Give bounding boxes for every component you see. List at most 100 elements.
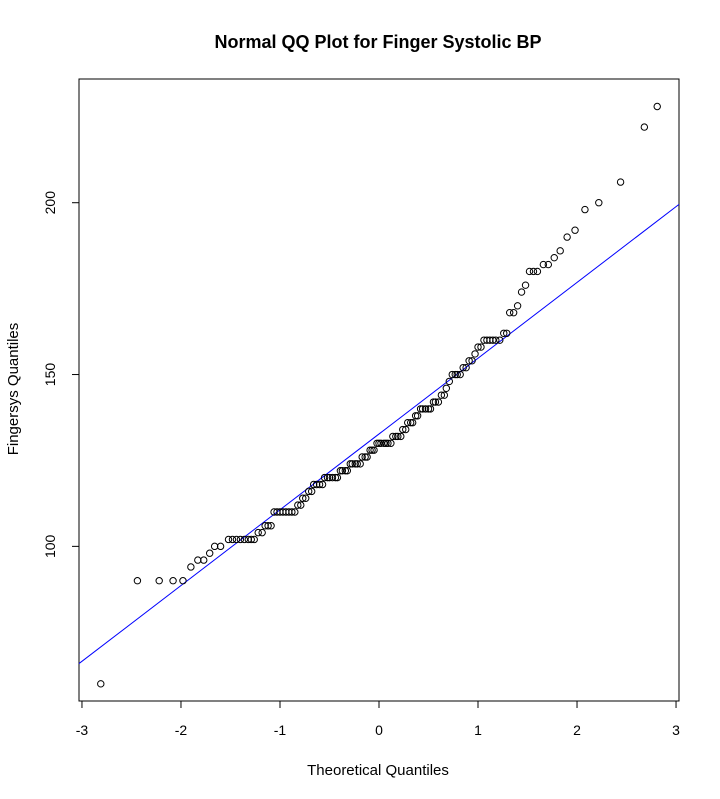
data-point (187, 563, 195, 571)
data-point (240, 535, 249, 544)
data-point (411, 412, 420, 420)
data-point (382, 439, 390, 447)
x-axis: -3 -2 -1 0 1 2 3 (76, 700, 680, 738)
data-point (267, 522, 275, 530)
reference-line-group (78, 203, 680, 664)
data-point (155, 577, 163, 585)
data-point (408, 418, 417, 427)
chart-title: Normal QQ Plot for Finger Systolic BP (214, 32, 541, 52)
data-point (297, 501, 305, 509)
data-point (406, 418, 415, 427)
data-point (489, 336, 497, 344)
data-point (402, 425, 410, 434)
data-point (465, 357, 473, 365)
y-tick-label: 100 (42, 534, 58, 558)
data-point (232, 535, 241, 544)
data-point (416, 405, 425, 413)
data-point (315, 480, 324, 489)
data-point (346, 460, 354, 468)
data-point (341, 467, 350, 475)
data-point (377, 439, 385, 447)
data-point (429, 398, 438, 406)
data-point (336, 467, 345, 475)
data-point (389, 432, 397, 441)
data-point (563, 233, 571, 241)
data-point (228, 535, 237, 544)
data-point (571, 226, 579, 234)
data-point (205, 549, 214, 557)
data-point (236, 535, 245, 544)
data-point (384, 439, 392, 447)
data-point (426, 405, 435, 413)
data-point (250, 535, 258, 544)
data-point (291, 508, 299, 516)
data-point (318, 480, 327, 489)
x-tick-label: 3 (672, 722, 680, 738)
data-point (294, 501, 302, 509)
data-point (254, 528, 262, 537)
x-axis-label: Theoretical Quantiles (307, 762, 449, 779)
data-point (343, 467, 352, 475)
data-point (320, 473, 329, 482)
data-point (517, 288, 526, 296)
data-point (338, 467, 347, 475)
data-point (353, 460, 361, 468)
data-point (595, 199, 603, 207)
y-tick-label: 200 (42, 191, 58, 215)
data-point (477, 343, 485, 351)
data-point (264, 522, 272, 530)
data-point (413, 412, 422, 420)
y-tick-label: 150 (42, 363, 58, 387)
x-tick-label: -1 (274, 722, 287, 738)
data-point (421, 405, 430, 413)
x-tick-label: -3 (76, 722, 89, 738)
data-point (307, 487, 316, 496)
data-point (492, 336, 500, 344)
data-point (288, 508, 296, 516)
data-point (356, 460, 364, 468)
data-point (468, 357, 476, 365)
data-point (200, 556, 208, 564)
data-point (331, 473, 340, 482)
data-point (500, 329, 508, 337)
data-point (375, 439, 383, 447)
data-point (513, 302, 522, 310)
data-point (550, 253, 558, 262)
data-point (544, 260, 553, 269)
data-point (525, 267, 534, 276)
data-point (366, 446, 374, 454)
data-point (581, 205, 589, 214)
data-point (302, 494, 310, 502)
data-point (368, 446, 376, 454)
data-point (348, 460, 356, 468)
data-point (459, 363, 467, 372)
data-point (653, 102, 661, 111)
data-point (370, 446, 378, 454)
data-point (394, 432, 402, 441)
data-point (521, 281, 530, 289)
data-point (179, 577, 187, 585)
data-point (509, 308, 518, 317)
y-axis: 100 150 200 (42, 191, 80, 558)
data-point (462, 363, 470, 372)
data-point (640, 123, 649, 131)
data-point (404, 418, 412, 427)
data-point (380, 439, 388, 447)
data-point (361, 453, 369, 461)
data-point (448, 370, 456, 379)
data-point (434, 398, 443, 406)
x-tick-label: -2 (175, 722, 188, 738)
data-point (333, 473, 342, 482)
data-point (258, 528, 266, 537)
data-point (456, 370, 464, 379)
data-point (247, 535, 255, 544)
data-point (533, 267, 542, 276)
data-point (616, 178, 625, 186)
data-point (503, 329, 511, 337)
data-point (424, 405, 433, 413)
data-point (363, 453, 371, 461)
data-point (392, 432, 400, 441)
data-point (529, 267, 538, 276)
x-tick-label: 1 (474, 722, 482, 738)
